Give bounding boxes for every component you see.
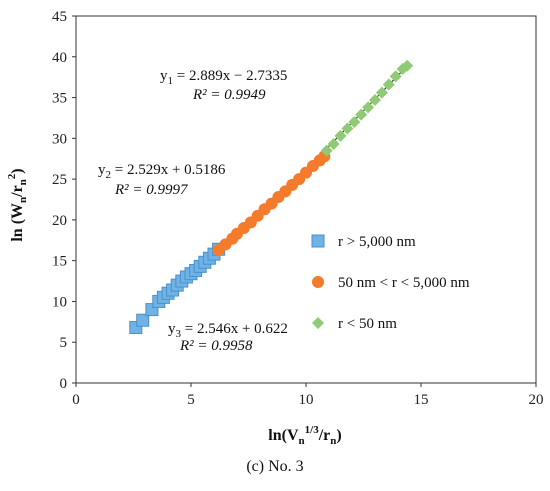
data-point [327,138,340,151]
legend-marker [311,234,325,248]
y-tick-label: 10 [52,294,67,310]
y-tick-label: 35 [52,91,67,107]
y-tick-label: 45 [52,9,67,25]
data-point [375,86,388,99]
data-point [396,63,409,76]
x-tick-label: 5 [187,392,195,408]
r-squared-label: R² = 0.9949 [192,87,266,103]
r-squared-label: R² = 0.9997 [114,182,189,198]
y-tick-label: 0 [60,376,68,392]
legend-label: 50 nm < r < 5,000 nm [338,275,470,291]
legend-label: r > 5,000 nm [338,234,416,250]
data-point [320,144,333,157]
legend-label: r < 50 nm [338,316,397,332]
y-tick-label: 30 [52,131,67,147]
legend-marker [312,276,324,288]
x-tick-label: 0 [72,392,80,408]
data-points [129,59,414,335]
data-point [362,101,375,114]
fit-equation: y1 = 2.889x − 2.7335 [160,68,287,87]
y-tick-label: 5 [60,335,68,351]
y-axis-label: ln (Wn/rn2) [6,168,29,241]
y-tick-label: 40 [52,50,67,66]
axes [72,15,537,387]
y-tick-label: 20 [52,213,67,229]
y-tick-label: 15 [52,254,67,270]
legend-marker [312,317,324,329]
data-point [355,108,368,121]
data-point [369,94,381,107]
fit-equation: y3 = 2.546x + 0.622 [168,321,288,340]
x-tick-label: 20 [529,392,544,408]
x-axis-label: ln(Vn1/3/rn) [268,424,341,447]
y-tick-label: 25 [52,172,67,188]
data-point [389,70,402,83]
data-point [136,313,150,327]
legend: r > 5,000 nm 50 nm < r < 5,000 nm r < 50 n… [311,234,470,332]
data-point [334,129,347,142]
data-point [348,116,361,129]
tick-labels: 0 5 10 15 20 0 5 10 15 20 25 30 35 40 45 [52,9,544,408]
r-squared-label: R² = 0.9958 [179,338,253,354]
data-point [382,78,395,91]
x-tick-label: 10 [299,392,314,408]
x-tick-label: 15 [414,392,429,408]
fit-equation: y2 = 2.529x + 0.5186 [98,162,226,181]
plot-frame [75,15,537,384]
scatter-chart: 0 5 10 15 20 0 5 10 15 20 25 30 35 40 45 y3 = 2.546x +… [6,9,544,447]
data-point [341,122,354,135]
data-point [401,59,414,72]
figure-caption: (c) No. 3 [246,458,304,475]
